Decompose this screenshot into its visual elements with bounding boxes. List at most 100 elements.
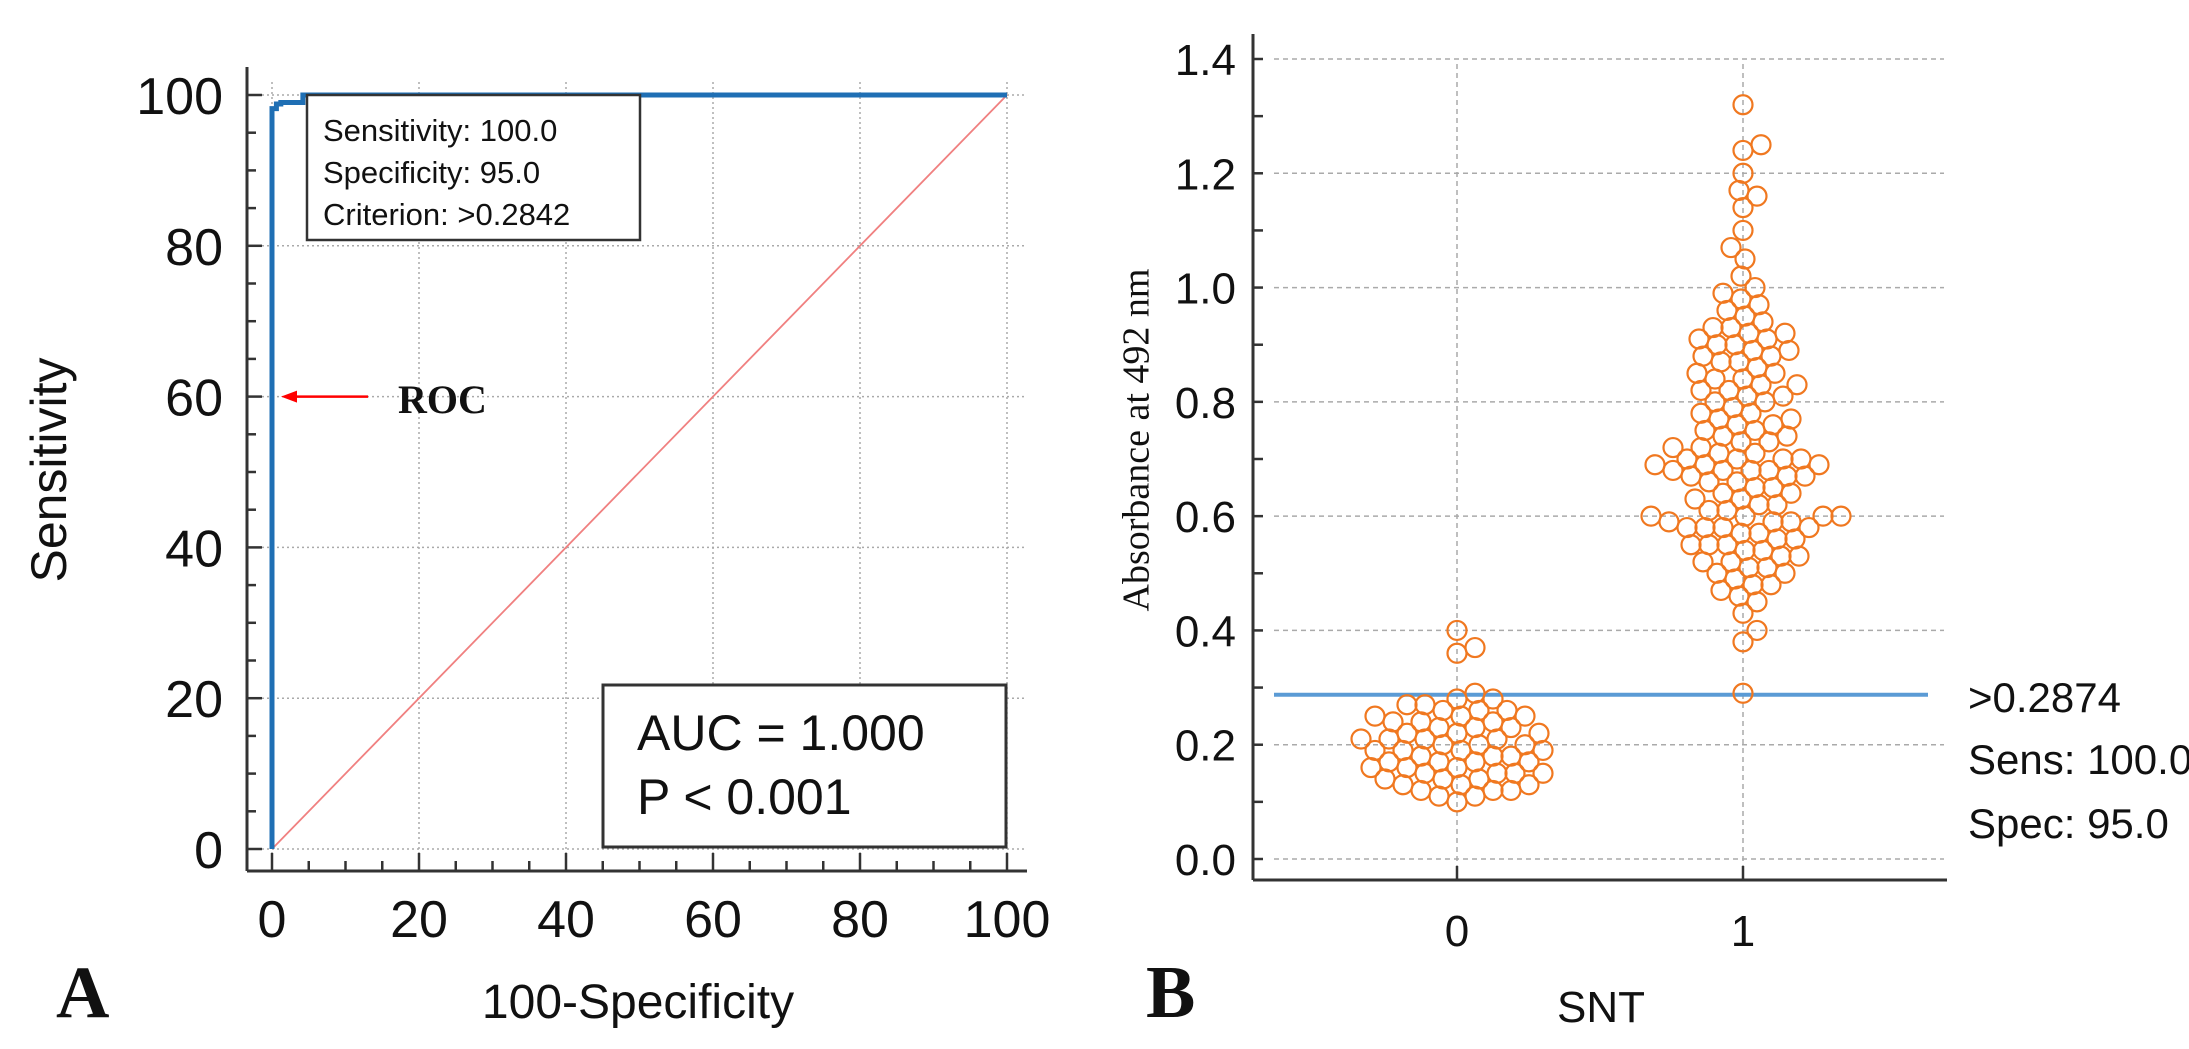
p-value: P < 0.001 [637, 769, 852, 825]
data-point [1758, 459, 1780, 482]
data-point [1500, 779, 1522, 802]
data-point [1732, 219, 1754, 242]
roc-x-tick-label: 20 [390, 891, 448, 949]
data-point [1690, 436, 1712, 459]
data-point [1808, 454, 1830, 476]
data-point [1760, 345, 1782, 367]
data-point [1694, 516, 1716, 539]
data-point [1744, 476, 1766, 499]
data-point [1360, 756, 1382, 779]
data-point [1698, 534, 1720, 556]
data-point [1742, 574, 1764, 596]
dotplot-x-tick-label: 1 [1731, 907, 1755, 956]
roc-x-tick-label: 80 [831, 891, 889, 949]
data-point [1746, 591, 1768, 613]
data-point [1410, 745, 1432, 767]
dotplot-y-axis-label: Absorbance at 492 nm [1116, 269, 1158, 612]
roc-x-tick-label: 40 [537, 891, 595, 949]
data-point [1702, 316, 1724, 339]
roc-y-tick-label: 20 [165, 671, 223, 729]
data-point [1676, 516, 1698, 539]
roc-y-axis-label: Sensitivity [21, 357, 77, 582]
roc-plot: 0 20 40 60 80 100 0 20 40 60 80 100 [136, 67, 1050, 949]
data-point [1752, 311, 1774, 333]
roc-x-tick-label: 100 [964, 891, 1051, 949]
data-point [1428, 785, 1450, 807]
data-point [1428, 751, 1450, 773]
data-point [1788, 545, 1810, 567]
data-point [1776, 465, 1798, 487]
data-point [1662, 436, 1684, 459]
data-point [1514, 734, 1536, 756]
criterion-specificity: Specificity: 95.0 [323, 155, 540, 190]
data-point [1780, 482, 1802, 504]
data-point [1726, 448, 1748, 470]
data-point [1518, 774, 1540, 796]
criterion-value: Criterion: >0.2842 [323, 197, 570, 232]
cutoff-specificity-label: Spec: 95.0 [1968, 800, 2169, 847]
data-point [1748, 494, 1770, 516]
data-point [1378, 751, 1400, 773]
roc-x-axis-label: 100-Specificity [482, 976, 794, 1029]
data-point [1732, 631, 1754, 653]
dotplot-y-tick-label: 1.2 [1175, 150, 1236, 199]
data-point [1706, 562, 1728, 584]
data-point [1482, 711, 1504, 733]
roc-x-tick-label: 0 [258, 891, 287, 949]
data-point [1780, 408, 1802, 430]
panel-label-a: A [56, 952, 109, 1034]
data-point [1640, 505, 1662, 527]
data-point [1712, 282, 1734, 304]
data-point [1762, 511, 1784, 533]
dotplot-grid [1274, 58, 1944, 880]
data-point [1774, 322, 1796, 344]
roc-y-tick-label: 40 [165, 520, 223, 578]
data-point [1486, 762, 1508, 784]
data-point [1708, 442, 1730, 464]
data-point [1464, 636, 1486, 659]
data-point [1726, 471, 1748, 493]
data-point [1446, 619, 1468, 642]
data-point [1410, 711, 1432, 733]
data-point [1482, 688, 1504, 710]
dotplot-y-tick-label: 0.0 [1175, 836, 1236, 885]
dotplot-y-tick-label: 0.2 [1175, 722, 1236, 771]
data-point [1528, 722, 1550, 744]
data-point [1712, 516, 1734, 539]
data-point [1830, 505, 1852, 527]
data-point [1732, 94, 1754, 116]
data-point [1382, 711, 1404, 733]
dotplot-y-tick-label: 1.4 [1175, 36, 1236, 85]
data-point [1396, 722, 1418, 744]
reference-diagonal-line [271, 94, 1008, 850]
data-point [1748, 294, 1770, 316]
data-point [1414, 694, 1436, 716]
data-point [1774, 562, 1796, 584]
data-point [1710, 351, 1732, 373]
data-point [1500, 745, 1522, 767]
data-point [1658, 511, 1680, 533]
data-point [1728, 179, 1750, 202]
roc-arrow-label: ROC [398, 377, 487, 422]
dotplot-y-tick-label: 0.4 [1175, 607, 1236, 656]
data-point [1676, 448, 1698, 470]
data-point [1698, 499, 1720, 522]
data-point [1734, 248, 1756, 270]
data-point [1450, 705, 1472, 727]
data-point [1644, 454, 1666, 476]
auc-value: AUC = 1.000 [637, 705, 925, 761]
roc-arrow-head-icon [281, 390, 297, 403]
data-point [1450, 774, 1472, 796]
roc-y-tick-label: 0 [194, 822, 223, 880]
roc-y-tick-label: 80 [165, 219, 223, 277]
data-point [1704, 391, 1726, 413]
data-point [1392, 774, 1414, 796]
data-point [1756, 328, 1778, 350]
data-point [1690, 402, 1712, 424]
data-point [1680, 534, 1702, 556]
data-point [1744, 442, 1766, 464]
data-point [1780, 511, 1802, 533]
criterion-box [305, 93, 642, 242]
roc-x-tick-label: 60 [684, 891, 742, 949]
